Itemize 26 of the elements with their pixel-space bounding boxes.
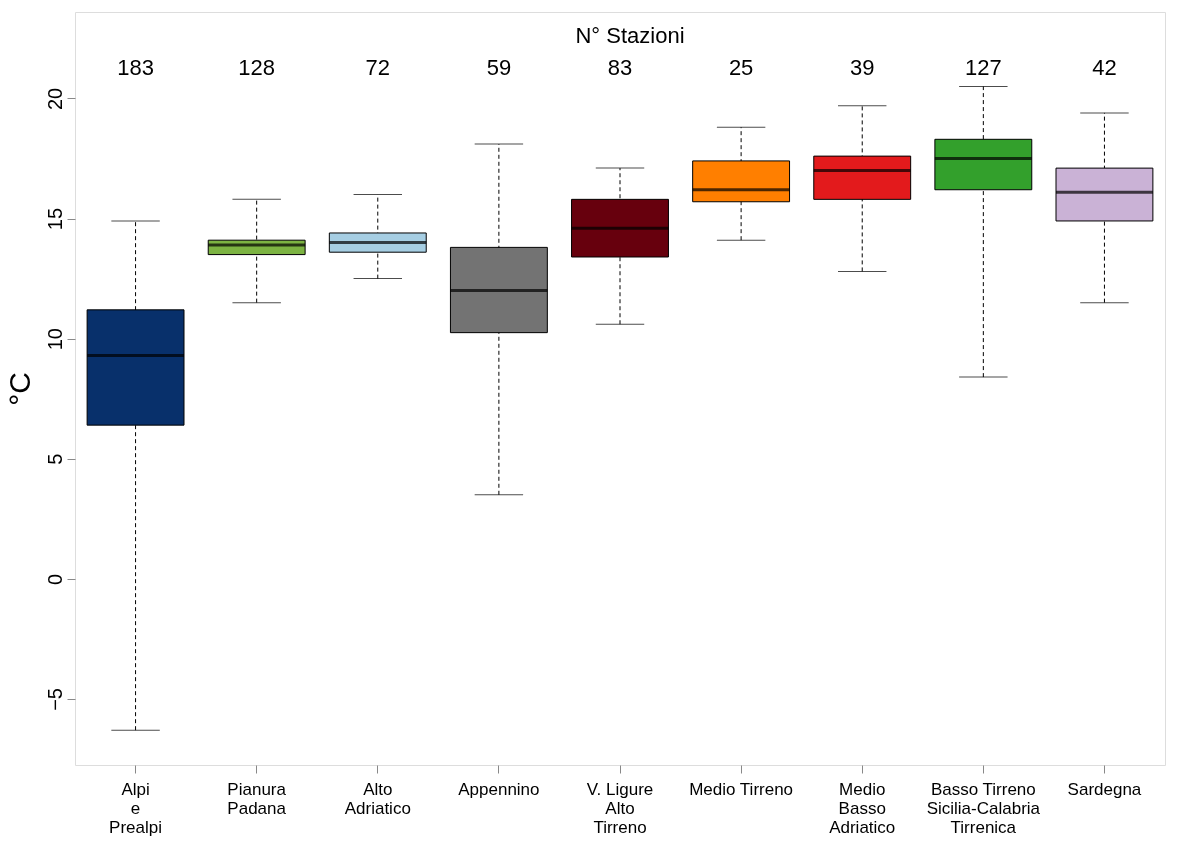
annotation: 42 bbox=[1092, 55, 1117, 80]
annotation: 39 bbox=[849, 55, 875, 80]
y-tick-label: 10 bbox=[43, 328, 66, 351]
annotation: 59 bbox=[486, 55, 512, 80]
x-tick-label: Basso Tirreno Sicilia-Calabria Tirrenica bbox=[926, 779, 1041, 837]
x-tick-label: Appennino bbox=[458, 779, 540, 799]
annotation: 83 bbox=[607, 55, 633, 80]
annotation: 183 bbox=[117, 55, 154, 80]
y-tick-label: 15 bbox=[43, 207, 66, 231]
annotation: 72 bbox=[365, 55, 391, 80]
x-tick-label: Sardegna bbox=[1067, 779, 1142, 799]
x-tick-label: Medio Basso Adriatico bbox=[829, 779, 896, 837]
y-tick-label: 20 bbox=[43, 87, 66, 111]
annotation: 25 bbox=[728, 55, 754, 80]
annotation: 128 bbox=[238, 55, 276, 80]
x-tick-label: Pianura Padana bbox=[227, 779, 287, 818]
x-tick-label: Medio Tirreno bbox=[689, 779, 794, 799]
y-tick-label: −5 bbox=[43, 688, 66, 711]
y-axis-title: °C bbox=[2, 372, 36, 406]
annotation: N° Stazioni bbox=[575, 23, 685, 48]
annotation: 127 bbox=[964, 55, 1002, 80]
y-tick-label: 0 bbox=[43, 573, 66, 585]
y-tick-label: 5 bbox=[43, 453, 66, 465]
x-tick-label: Alto Adriatico bbox=[344, 779, 411, 818]
x-tick-label: Alpi e Prealpi bbox=[109, 779, 163, 837]
x-tick-label: V. Ligure Alto Tirreno bbox=[586, 779, 654, 837]
